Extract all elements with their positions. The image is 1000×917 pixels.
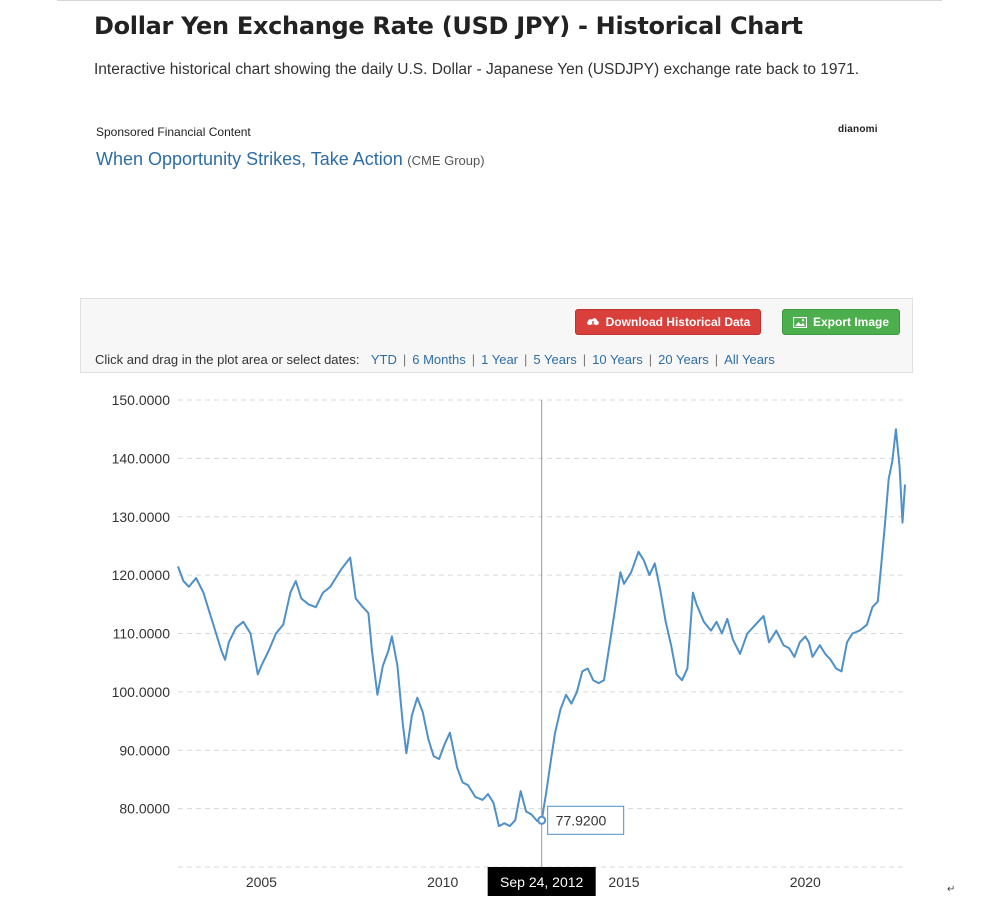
page-title: Dollar Yen Exchange Rate (USD JPY) - His… — [94, 12, 803, 40]
x-tick-label: 2005 — [246, 874, 277, 890]
range-6-months[interactable]: 6 Months — [412, 352, 466, 367]
sponsored-label: Sponsored Financial Content — [96, 125, 251, 139]
page-subtitle: Interactive historical chart showing the… — [94, 61, 860, 78]
x-tick-label: 2015 — [608, 874, 639, 890]
y-tick-label: 130.0000 — [112, 509, 171, 525]
chart-tooltip: 77.9200 Sep 24, 2012 — [487, 400, 625, 896]
x-tick-label: 2020 — [790, 874, 821, 890]
cloud-download-icon — [586, 316, 600, 328]
top-divider — [57, 0, 942, 1]
x-axis: 2005 2010 2015 2020 — [246, 874, 821, 890]
sponsored-source: (CME Group) — [407, 153, 485, 168]
range-separator: | — [524, 352, 528, 367]
x-tick-label: 2010 — [427, 874, 458, 890]
range-5-years[interactable]: 5 Years — [533, 352, 577, 367]
y-tick-label: 150.0000 — [112, 392, 171, 408]
tooltip-box — [547, 805, 625, 835]
sponsored-content: When Opportunity Strikes, Take Action (C… — [96, 149, 485, 170]
plot-area[interactable] — [177, 428, 906, 828]
y-tick-label: 120.0000 — [112, 567, 171, 583]
chart-toolbar: Download Historical Data Export Image Cl… — [80, 298, 913, 373]
date-prompt: Click and drag in the plot area or selec… — [95, 352, 360, 367]
range-separator: | — [714, 352, 719, 367]
range-20-years[interactable]: 20 Years — [658, 352, 709, 367]
range-separator: | — [471, 352, 476, 367]
range-separator: | — [648, 352, 653, 367]
range-ytd[interactable]: YTD — [370, 352, 397, 367]
export-image-button[interactable]: Export Image — [782, 309, 900, 335]
y-tick-label: 90.0000 — [119, 742, 170, 758]
range-separator: | — [402, 352, 407, 367]
range-all-years[interactable]: All Years — [724, 352, 775, 367]
download-historical-data-button[interactable]: Download Historical Data — [575, 309, 761, 335]
y-axis: 80.0000 90.0000 100.0000 110.0000 120.0000 13… — [112, 392, 171, 817]
y-tick-label: 100.0000 — [112, 684, 171, 700]
return-glyph: ↵ — [947, 884, 956, 895]
sponsor-logo[interactable]: dianomi — [838, 124, 878, 135]
y-tick-label: 140.0000 — [112, 450, 171, 466]
sponsored-link[interactable]: When Opportunity Strikes, Take Action — [96, 149, 403, 169]
y-tick-label: 110.0000 — [113, 626, 171, 642]
y-tick-label: 80.0000 — [119, 801, 170, 817]
range-separator: | — [582, 352, 587, 367]
range-1-year[interactable]: 1 Year — [481, 352, 519, 367]
download-label: Download Historical Data — [605, 315, 751, 329]
range-10-years[interactable]: 10 Years — [592, 352, 643, 367]
series-line[interactable] — [177, 428, 906, 828]
hover-marker — [537, 815, 547, 825]
image-icon — [792, 316, 807, 328]
tooltip-value: 77.9200 — [556, 812, 607, 828]
date-range-selector: Click and drag in the plot area or selec… — [95, 352, 775, 367]
export-label: Export Image — [812, 315, 890, 329]
exchange-rate-chart[interactable]: 80.0000 90.0000 100.0000 110.0000 120.0000 13… — [0, 380, 1000, 900]
tooltip-date-box — [487, 867, 596, 896]
tooltip-date: Sep 24, 2012 — [500, 874, 584, 890]
